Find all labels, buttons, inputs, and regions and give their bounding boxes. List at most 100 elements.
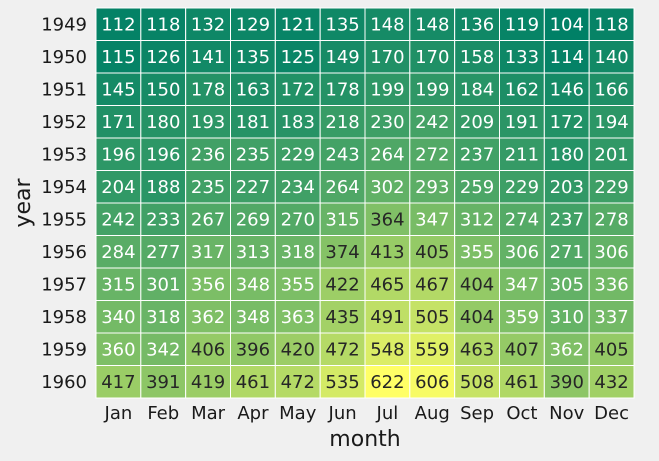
cell-value-label: 505 xyxy=(415,307,449,328)
heatmap-cell xyxy=(499,365,545,399)
heatmap-cell xyxy=(409,300,456,334)
cell-value-label: 269 xyxy=(236,209,270,230)
x-tick-label: May xyxy=(279,403,317,424)
cell-value-label: 172 xyxy=(550,112,584,133)
heatmap-cell xyxy=(95,267,142,301)
heatmap-cell xyxy=(364,267,411,301)
cell-value-label: 342 xyxy=(146,339,180,360)
cell-value-label: 234 xyxy=(281,177,315,198)
y-tick-label: 1949 xyxy=(41,14,87,35)
cell-value-label: 150 xyxy=(146,79,180,100)
cell-value-label: 548 xyxy=(370,339,404,360)
cell-value-label: 125 xyxy=(281,47,315,68)
cell-value-label: 463 xyxy=(460,339,494,360)
cell-value-label: 606 xyxy=(415,372,449,393)
x-tick-label: Nov xyxy=(549,403,584,424)
x-axis-label: month xyxy=(329,427,400,452)
heatmap-cell xyxy=(409,170,456,204)
heatmap-cell xyxy=(409,332,456,366)
cell-value-label: 229 xyxy=(505,177,539,198)
cell-value-label: 145 xyxy=(101,79,135,100)
heatmap-cell xyxy=(140,7,187,41)
cell-value-label: 199 xyxy=(415,79,449,100)
heatmap-cell xyxy=(95,332,142,366)
cell-value-label: 301 xyxy=(146,274,180,295)
cell-value-label: 317 xyxy=(191,242,225,263)
heatmap-cell xyxy=(140,365,187,399)
cell-value-label: 348 xyxy=(236,307,270,328)
heatmap-cell xyxy=(185,267,231,301)
cell-value-label: 236 xyxy=(191,144,225,165)
heatmap-cell xyxy=(95,7,142,41)
heatmap-cell xyxy=(588,300,635,334)
cell-value-label: 218 xyxy=(325,112,359,133)
cell-value-label: 204 xyxy=(101,177,135,198)
heatmap-cell xyxy=(588,7,635,41)
cell-value-label: 559 xyxy=(415,339,449,360)
cell-value-label: 364 xyxy=(370,209,404,230)
heatmap-cell xyxy=(230,40,276,74)
heatmap-cell xyxy=(364,300,411,334)
heatmap-cell xyxy=(364,332,411,366)
heatmap-cell xyxy=(230,235,276,269)
cell-value-label: 163 xyxy=(236,79,270,100)
heatmap-cell xyxy=(543,137,590,171)
heatmap-cell xyxy=(543,235,590,269)
y-tick-label: 1954 xyxy=(41,177,87,198)
cell-value-label: 355 xyxy=(460,242,494,263)
x-tick-label: Dec xyxy=(594,403,629,424)
cell-value-label: 264 xyxy=(370,144,404,165)
cell-value-label: 162 xyxy=(505,79,539,100)
cell-value-label: 306 xyxy=(594,242,628,263)
heatmap-cell xyxy=(319,137,366,171)
cell-value-label: 158 xyxy=(460,47,494,68)
cell-value-label: 417 xyxy=(101,372,135,393)
cell-value-label: 191 xyxy=(505,112,539,133)
cell-value-label: 467 xyxy=(415,274,449,295)
x-tick-label: Oct xyxy=(506,403,537,424)
heatmap-cell xyxy=(499,7,545,41)
cell-value-label: 302 xyxy=(370,177,404,198)
cell-value-label: 374 xyxy=(325,242,359,263)
cell-value-label: 126 xyxy=(146,47,180,68)
x-tick-label: Jan xyxy=(104,403,133,424)
cell-value-label: 413 xyxy=(370,242,404,263)
cell-value-label: 203 xyxy=(550,177,584,198)
heatmap-cell xyxy=(499,300,545,334)
x-tick-labels: Jan Feb Mar Apr May Jun Jul Aug Sep Oct Nov Dec xyxy=(104,403,629,424)
cell-value-label: 461 xyxy=(505,372,539,393)
heatmap-cell xyxy=(319,170,366,204)
cell-value-label: 181 xyxy=(236,112,270,133)
cell-value-label: 180 xyxy=(550,144,584,165)
cell-value-label: 306 xyxy=(505,242,539,263)
heatmap-cell xyxy=(543,332,590,366)
cell-value-label: 233 xyxy=(146,209,180,230)
heatmap-cell xyxy=(274,40,321,74)
y-tick-label: 1950 xyxy=(41,47,87,68)
cell-value-label: 310 xyxy=(550,307,584,328)
cell-value-label: 348 xyxy=(236,274,270,295)
heatmap-cell xyxy=(588,105,635,139)
heatmap-cell xyxy=(543,365,590,399)
cell-value-label: 172 xyxy=(281,79,315,100)
y-tick-label: 1952 xyxy=(41,112,87,133)
heatmap-cell xyxy=(499,170,545,204)
heatmap-cell xyxy=(543,300,590,334)
cell-value-label: 170 xyxy=(415,47,449,68)
x-tick-label: Jul xyxy=(376,403,399,424)
cell-value-label: 391 xyxy=(146,372,180,393)
y-tick-labels: 1949 1950 1951 1952 1953 1954 1955 1956 1957 1958… xyxy=(41,14,87,393)
cell-value-label: 491 xyxy=(370,307,404,328)
heatmap-cell xyxy=(140,202,187,236)
heatmap-cell xyxy=(319,365,366,399)
cell-value-label: 362 xyxy=(191,307,225,328)
cell-value-label: 112 xyxy=(101,14,135,35)
heatmap-cell xyxy=(543,105,590,139)
heatmap-cell xyxy=(140,40,187,74)
heatmap-cell xyxy=(364,72,411,106)
cell-value-label: 347 xyxy=(415,209,449,230)
heatmap-cell xyxy=(230,72,276,106)
y-tick-label: 1960 xyxy=(41,372,87,393)
cell-value-label: 390 xyxy=(550,372,584,393)
cell-value-label: 404 xyxy=(460,274,494,295)
